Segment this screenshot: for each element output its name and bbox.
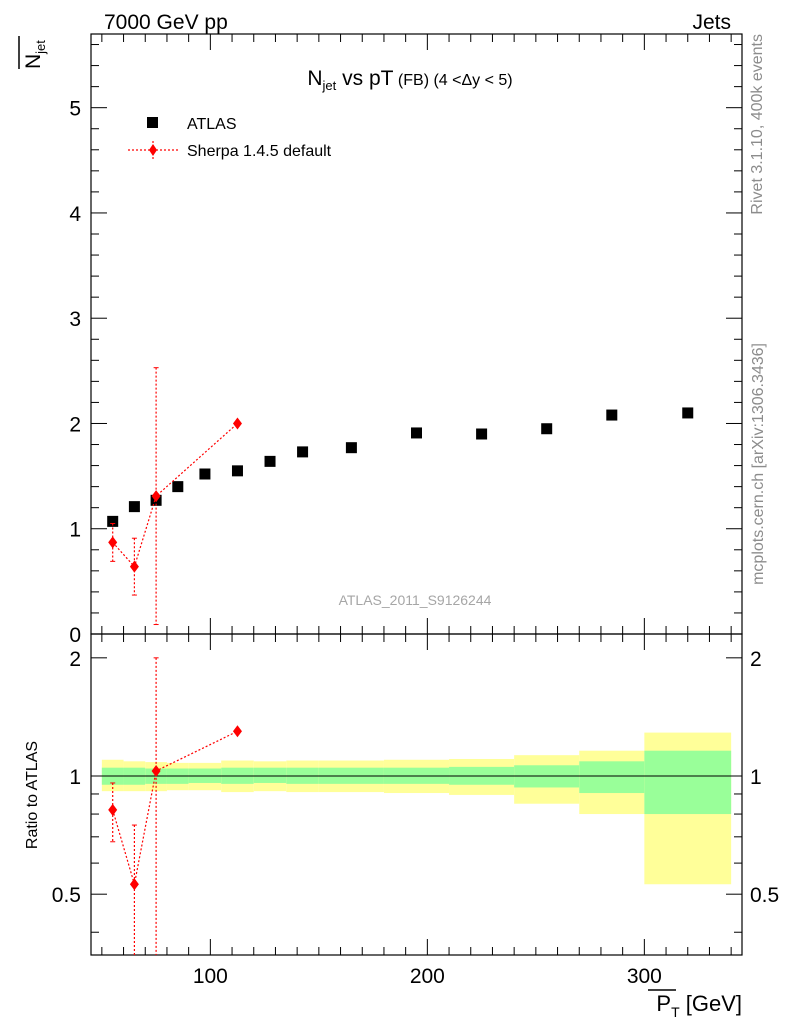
main-y-tick-label: 5 xyxy=(69,98,81,121)
ratio-panel-frame xyxy=(90,633,743,956)
sherpa-ratio-point xyxy=(232,725,242,738)
x-tick-label: 100 xyxy=(193,965,228,988)
atlas-data-point xyxy=(476,428,488,440)
xlabel-sub: T xyxy=(671,1004,680,1020)
ratio-y-tick-label-left: 1 xyxy=(69,766,81,789)
header-left: 7000 GeV pp xyxy=(104,11,228,34)
sherpa-main-point xyxy=(108,536,118,549)
x-tick-label: 200 xyxy=(410,965,445,988)
atlas-data-point xyxy=(606,409,618,421)
legend-atlas-label: ATLAS xyxy=(187,116,237,133)
atlas-points xyxy=(107,407,694,527)
stat-uncertainty-band xyxy=(253,767,287,783)
analysis-watermark: ATLAS_2011_S9126244 xyxy=(339,592,492,608)
axis-ticks xyxy=(91,34,742,955)
sherpa-main-line xyxy=(112,423,238,568)
legend-sherpa-label: Sherpa 1.4.5 default xyxy=(187,143,332,160)
x-tick-label: 300 xyxy=(627,965,662,988)
atlas-data-point xyxy=(128,501,140,513)
svg-text:PT [GeV]: PT [GeV] xyxy=(656,991,742,1020)
sherpa-main-series xyxy=(108,367,242,626)
main-ylabel-sub: jet xyxy=(33,40,48,55)
atlas-data-point xyxy=(231,465,243,477)
sherpa-main-point xyxy=(129,560,139,573)
xlabel-main: P xyxy=(656,991,671,1016)
xlabel: PT [GeV] xyxy=(648,989,742,1020)
main-y-tick-label: 2 xyxy=(69,413,81,436)
chart-title: Njet vs pT (FB) (4 <Δy < 5) xyxy=(307,67,512,93)
legend-sherpa-marker xyxy=(149,144,157,156)
title-rest: vs pT xyxy=(336,67,393,90)
ratio-y-tick-label-right: 1 xyxy=(750,766,762,789)
tick-labels: 0 1 2 3 4 5 0.5 0.5 1 1 2 2 100 200 300 xyxy=(52,98,779,988)
xlabel-unit: [GeV] xyxy=(680,991,742,1016)
title-sub: jet xyxy=(322,78,337,93)
sherpa-ratio-point xyxy=(129,878,139,891)
atlas-data-point xyxy=(107,515,119,527)
main-ylabel: Njet xyxy=(18,36,48,69)
svg-text:Njet: Njet xyxy=(22,40,48,69)
ratio-y-tick-label-right: 2 xyxy=(750,648,762,671)
sherpa-ratio-point xyxy=(108,803,118,816)
atlas-data-point xyxy=(172,481,184,493)
ratio-y-tick-label-left: 0.5 xyxy=(52,884,81,907)
header-right: Jets xyxy=(692,11,731,34)
atlas-data-point xyxy=(682,407,694,419)
main-ylabel-main: N xyxy=(22,54,45,69)
atlas-data-point xyxy=(345,442,357,454)
plot-frames xyxy=(90,33,743,956)
sherpa-main-point xyxy=(232,417,242,430)
legend: ATLAS Sherpa 1.4.5 default xyxy=(128,116,332,160)
mcplots-label: mcplots.cern.ch [arXiv:1306.3436] xyxy=(750,343,767,585)
sherpa-main-point xyxy=(151,490,161,503)
rivet-label: Rivet 3.1.10, 400k events xyxy=(749,34,766,215)
sherpa-ratio-line xyxy=(112,730,238,885)
main-y-tick-label: 3 xyxy=(69,308,81,331)
stat-uncertainty-band xyxy=(579,761,645,794)
stat-uncertainty-band xyxy=(644,750,732,815)
atlas-data-point xyxy=(264,455,276,467)
atlas-data-point xyxy=(411,427,422,439)
title-small: (FB) (4 <Δy < 5) xyxy=(393,72,512,89)
sherpa-ratio-point xyxy=(151,764,161,777)
atlas-data-point xyxy=(541,423,553,435)
legend-atlas-marker xyxy=(147,117,158,128)
atlas-data-point xyxy=(297,446,309,458)
main-y-tick-label: 4 xyxy=(69,203,81,226)
atlas-data-point xyxy=(199,468,211,480)
ratio-y-tick-label-right: 0.5 xyxy=(750,884,779,907)
main-y-tick-label: 1 xyxy=(69,519,81,542)
ratio-y-tick-label-left: 2 xyxy=(69,648,81,671)
ratio-bands xyxy=(101,732,732,885)
sherpa-ratio-series xyxy=(108,657,242,955)
title-main: N xyxy=(307,67,322,90)
main-y-tick-label: 0 xyxy=(69,624,81,647)
ratio-ylabel: Ratio to ATLAS xyxy=(24,741,41,849)
